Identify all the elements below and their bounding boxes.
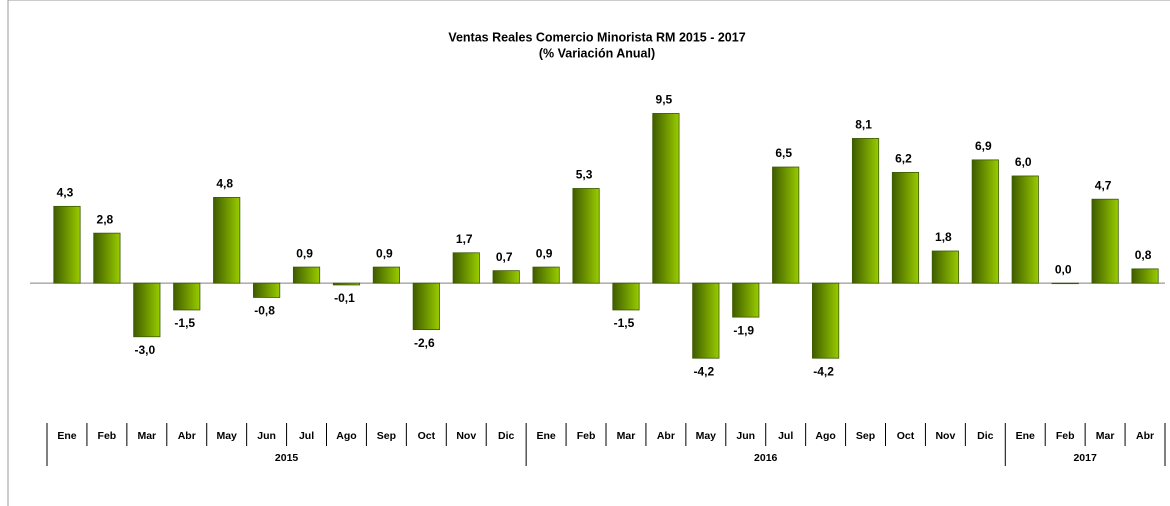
x-tick-label: Nov [935, 430, 955, 442]
x-tick-label: Feb [577, 430, 596, 442]
value-label: 0,9 [376, 246, 393, 260]
value-label: 4,7 [1095, 178, 1112, 192]
bar [1091, 198, 1119, 284]
group-label: 2015 [275, 452, 299, 464]
chart-subtitle: (% Variación Anual) [539, 46, 655, 60]
bar [1011, 175, 1039, 284]
x-tick-label: Mar [617, 430, 636, 442]
x-tick-label: Mar [137, 430, 156, 442]
x-tick-label: Ene [1016, 430, 1035, 442]
chart-border [7, 0, 1170, 506]
value-label: -0,1 [334, 291, 355, 305]
value-label: 0,7 [496, 250, 513, 264]
x-tick-label: Jun [257, 430, 276, 442]
bar [133, 282, 161, 338]
value-label: 6,2 [895, 152, 912, 166]
bar [412, 282, 440, 331]
group-label: 2016 [754, 452, 778, 464]
value-label: -1,5 [174, 316, 195, 330]
x-tick-label: May [696, 430, 717, 442]
bar [452, 252, 480, 284]
bar [652, 113, 680, 284]
x-tick-label: Jul [299, 430, 314, 442]
value-label: 0,9 [296, 246, 313, 260]
bar [332, 282, 361, 286]
value-label: 6,5 [775, 146, 792, 160]
x-tick-label: Sep [856, 430, 875, 442]
x-tick-label: Sep [377, 430, 396, 442]
x-tick-label: Abr [657, 430, 675, 442]
x-tick-label: Dic [498, 430, 515, 442]
value-label: 1,8 [935, 230, 952, 244]
x-tick-label: Abr [1136, 430, 1154, 442]
value-label: 5,3 [576, 168, 593, 182]
bar [572, 188, 600, 284]
x-tick-label: Feb [1056, 430, 1075, 442]
group-label: 2017 [1073, 452, 1097, 464]
value-label: 0,9 [536, 246, 553, 260]
value-label: 6,9 [975, 139, 992, 153]
bar [173, 282, 201, 311]
x-tick-label: Feb [98, 430, 117, 442]
bar [292, 266, 321, 284]
x-tick-label: Oct [418, 430, 436, 442]
value-label: -4,2 [813, 364, 834, 378]
x-tick-label: Ago [336, 430, 356, 442]
bar [772, 166, 800, 284]
value-label: -1,9 [733, 323, 754, 337]
value-label: 4,3 [57, 186, 74, 200]
x-tick-label: Oct [897, 430, 915, 442]
bar [93, 232, 121, 284]
value-label: 9,5 [656, 93, 673, 107]
x-tick-label: Abr [178, 430, 196, 442]
bar [253, 282, 281, 298]
value-label: -4,2 [693, 364, 714, 378]
value-label: 8,1 [855, 118, 872, 132]
x-tick-label: Dic [977, 430, 994, 442]
bar [851, 138, 880, 284]
bar [492, 270, 520, 284]
bar [53, 205, 81, 284]
x-tick-label: Jun [736, 430, 755, 442]
bar [1051, 282, 1079, 285]
bar [372, 266, 400, 284]
bar [692, 282, 720, 359]
bar [891, 171, 920, 284]
bar [732, 282, 760, 318]
value-label: 0,8 [1135, 248, 1152, 262]
bar [812, 282, 840, 359]
bar [532, 266, 560, 284]
value-label: -1,5 [614, 316, 635, 330]
value-label: 1,7 [456, 232, 473, 246]
value-label: 0,0 [1055, 262, 1072, 276]
x-tick-label: Nov [456, 430, 476, 442]
x-tick-label: May [216, 430, 237, 442]
value-label: 2,8 [97, 212, 114, 226]
bar [1131, 268, 1159, 284]
bar [612, 282, 640, 311]
x-tick-label: Jul [778, 430, 793, 442]
x-tick-label: Ene [536, 430, 555, 442]
value-label: -2,6 [414, 336, 435, 350]
x-tick-label: Mar [1096, 430, 1115, 442]
x-tick-label: Ago [815, 430, 835, 442]
value-label: -0,8 [254, 304, 275, 318]
value-label: 4,8 [216, 177, 233, 191]
value-label: -3,0 [134, 343, 155, 357]
x-tick-label: Ene [57, 430, 76, 442]
bar [213, 197, 241, 284]
value-label: 6,0 [1015, 155, 1032, 169]
chart-title: Ventas Reales Comercio Minorista RM 2015… [448, 30, 745, 44]
bar [931, 250, 959, 284]
bar [971, 159, 999, 284]
